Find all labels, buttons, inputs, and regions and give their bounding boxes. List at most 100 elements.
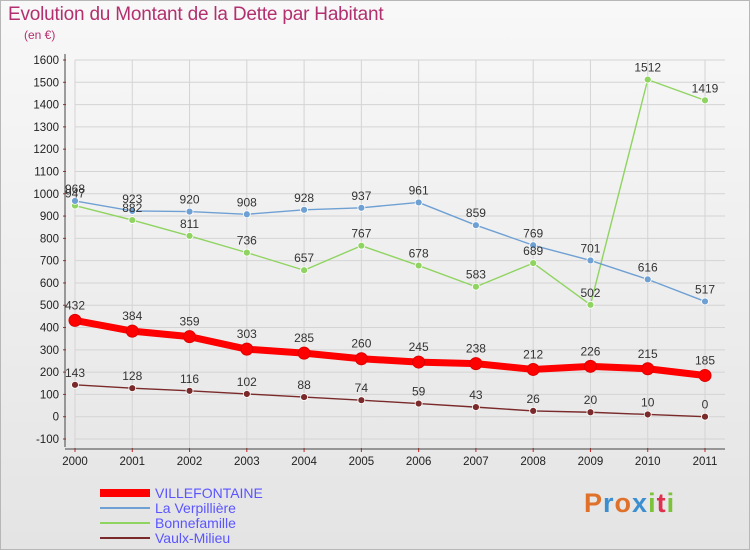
- data-point: [701, 297, 709, 306]
- y-tick-label: 1000: [33, 189, 59, 201]
- data-label: 432: [65, 298, 85, 312]
- data-point: [529, 407, 538, 415]
- data-label: 657: [294, 251, 314, 265]
- data-label: 701: [580, 241, 600, 255]
- data-label: 517: [695, 282, 715, 296]
- data-point: [643, 75, 652, 84]
- data-point: [472, 282, 480, 291]
- data-point: [185, 386, 194, 395]
- data-point: [183, 330, 197, 344]
- data-label: 260: [351, 337, 371, 351]
- series-line-VILLEFONTAINE: [74, 316, 706, 379]
- data-label: 285: [294, 331, 314, 345]
- data-point: [643, 410, 652, 419]
- data-point: [354, 352, 368, 366]
- data-point: [242, 390, 251, 398]
- legend-label: La Verpillière: [155, 500, 236, 516]
- y-tick-label: 500: [40, 300, 59, 312]
- data-label: 185: [695, 353, 715, 367]
- data-point: [412, 355, 426, 369]
- data-point: [586, 300, 595, 309]
- y-tick-label: 1500: [33, 77, 59, 89]
- data-point: [300, 393, 308, 401]
- x-tick-label: 2009: [578, 456, 604, 468]
- data-label: 26: [527, 392, 541, 406]
- y-tick-label: 200: [40, 367, 59, 379]
- y-tick-label: -100: [36, 434, 59, 446]
- data-label: 502: [580, 286, 600, 300]
- x-tick-label: 2010: [635, 456, 661, 468]
- chart-subtitle: (en €): [24, 28, 56, 42]
- data-label: 811: [180, 217, 199, 231]
- data-label: 43: [469, 388, 483, 402]
- data-label: 143: [65, 366, 85, 380]
- data-point: [357, 203, 366, 212]
- data-point: [185, 207, 194, 216]
- data-label: 923: [122, 192, 142, 206]
- data-point: [643, 275, 652, 284]
- data-point: [128, 216, 137, 224]
- data-label: 215: [638, 347, 658, 361]
- data-label: 59: [412, 385, 426, 399]
- data-point: [357, 396, 366, 405]
- data-point: [529, 241, 538, 250]
- data-point: [128, 207, 137, 215]
- series-layer: [68, 75, 712, 421]
- data-label: 303: [237, 327, 257, 341]
- data-label: 689: [523, 244, 543, 258]
- data-label: 859: [466, 206, 486, 220]
- proxiti-logo: Proxiti: [584, 488, 675, 519]
- series-line-La Verpillière: [74, 200, 706, 303]
- y-tick-label: 800: [40, 233, 59, 245]
- data-label: 245: [409, 340, 429, 354]
- data-label: 116: [180, 372, 199, 386]
- data-point: [240, 342, 254, 356]
- data-point: [586, 408, 595, 417]
- data-label: 736: [237, 234, 257, 248]
- data-point: [698, 368, 712, 382]
- series-line-Vaulx-Milieu: [74, 384, 706, 418]
- data-label: 920: [180, 193, 200, 207]
- data-label: 769: [523, 226, 543, 240]
- data-point: [472, 221, 480, 230]
- x-tick-label: 2002: [177, 456, 203, 468]
- data-point: [469, 357, 483, 371]
- data-label: 359: [180, 315, 200, 329]
- x-tick-label: 2007: [463, 456, 489, 468]
- data-label: 678: [409, 247, 429, 261]
- x-tick-label: 2005: [349, 456, 375, 468]
- data-label: 1419: [692, 81, 719, 95]
- legend-label: Vaulx-Milieu: [155, 530, 230, 546]
- legend-label: Bonnefamille: [155, 515, 236, 531]
- data-label: 88: [297, 378, 311, 392]
- grid-lines: [74, 59, 725, 449]
- y-tick-label: 400: [40, 323, 59, 335]
- data-label: 583: [466, 268, 486, 282]
- data-point: [701, 96, 709, 105]
- data-label: 947: [65, 187, 85, 201]
- y-tick-label: 1300: [33, 122, 59, 134]
- y-tick-label: 600: [40, 278, 59, 290]
- logo-letter: r: [603, 488, 615, 518]
- y-tick-label: 1400: [33, 100, 59, 112]
- x-tick-label: 2000: [62, 456, 88, 468]
- y-tick-label: 1100: [34, 166, 59, 178]
- data-label: 238: [466, 342, 486, 356]
- logo-letter: P: [584, 488, 604, 518]
- data-point: [701, 412, 709, 421]
- data-point: [300, 205, 308, 214]
- data-point: [300, 266, 308, 275]
- data-label: 928: [294, 191, 314, 205]
- data-point: [414, 261, 423, 270]
- y-tick-label: 1600: [33, 55, 59, 67]
- x-tick-label: 2003: [234, 456, 260, 468]
- logo-letter: x: [632, 488, 649, 518]
- y-tick-label: 300: [40, 345, 59, 357]
- data-point: [71, 380, 79, 389]
- data-point: [185, 232, 194, 240]
- data-point: [414, 399, 423, 408]
- data-point: [242, 248, 251, 257]
- x-tick-label: 2008: [520, 456, 546, 468]
